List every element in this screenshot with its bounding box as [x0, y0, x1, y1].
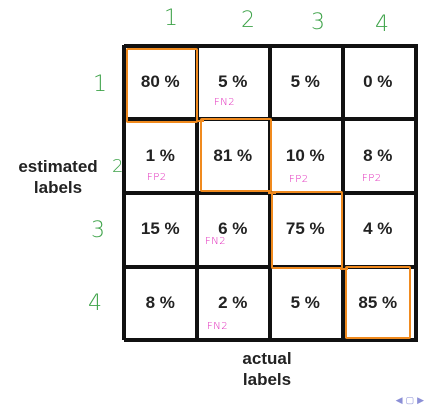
cell-r1-c1: 80 %: [140, 71, 180, 91]
confusion-matrix: 80 % 5 % 5 % 0 % 1 % 81 % 10 % 8 % 15 % …: [124, 45, 414, 340]
row-number-1: 1: [93, 72, 107, 97]
grid-line: [124, 44, 418, 48]
column-number-1: 1: [164, 6, 178, 31]
cell-r1-c2: 5 %: [218, 71, 248, 91]
cell-r3-c3: 75 %: [285, 219, 325, 239]
annotation-fn2: FN2: [214, 97, 236, 108]
column-number-2: 2: [241, 8, 255, 33]
cell-r4-c1: 8 %: [145, 293, 175, 313]
row-number-2: 2: [112, 156, 124, 177]
annotation-fp2: FP2: [147, 172, 167, 183]
cell-r3-c2: 6 %: [218, 219, 248, 239]
cell-r3-c4: 4 %: [363, 219, 393, 239]
annotation-fn2: FN2: [205, 236, 227, 247]
cell-r1-c4: 0 %: [363, 71, 393, 91]
diagonal-highlight-1: [126, 48, 198, 123]
cell-r3-c1: 15 %: [140, 219, 180, 239]
annotation-fn2: FN2: [207, 321, 229, 332]
annotation-fp2: FP2: [362, 173, 382, 184]
diagonal-highlight-4: [345, 266, 411, 339]
actual-labels-title: actual labels: [222, 348, 312, 390]
nav-left-icon[interactable]: ◀: [395, 395, 406, 405]
highlight-connector: [340, 268, 348, 270]
actual-labels-text: actual labels: [242, 349, 292, 389]
estimated-labels-text: estimated labels: [18, 157, 98, 197]
diagonal-highlight-3: [271, 191, 343, 269]
column-number-4: 4: [375, 12, 389, 37]
cell-r4-c3: 5 %: [290, 293, 320, 313]
row-number-4: 4: [88, 291, 102, 316]
cell-r1-c3: 5 %: [290, 71, 320, 91]
nav-right-icon[interactable]: ▶: [417, 395, 427, 405]
grid-line: [124, 338, 418, 342]
highlight-connector: [268, 192, 276, 194]
cell-r2-c4: 8 %: [363, 145, 393, 165]
estimated-labels-title: estimated labels: [6, 156, 110, 198]
cell-r2-c2: 81 %: [213, 145, 253, 165]
column-number-3: 3: [311, 10, 325, 35]
diagonal-highlight-2: [200, 118, 272, 192]
slide-navigation[interactable]: ◀▢▶: [396, 395, 427, 406]
nav-box-icon[interactable]: ▢: [405, 395, 418, 405]
annotation-fp2: FP2: [289, 174, 309, 185]
row-number-3: 3: [91, 218, 105, 243]
cell-r2-c1: 1 %: [145, 145, 175, 165]
cell-r4-c2: 2 %: [218, 293, 248, 313]
cell-r2-c3: 10 %: [285, 145, 325, 165]
cell-r4-c4: 85 %: [358, 293, 398, 313]
highlight-connector: [196, 120, 204, 122]
